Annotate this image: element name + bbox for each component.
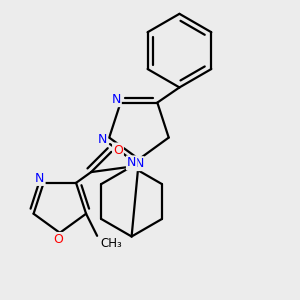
Text: N: N bbox=[134, 157, 144, 170]
Text: N: N bbox=[35, 172, 45, 185]
Text: CH₃: CH₃ bbox=[101, 237, 123, 250]
Text: N: N bbox=[112, 93, 121, 106]
Text: O: O bbox=[53, 233, 63, 246]
Text: O: O bbox=[113, 143, 123, 157]
Text: N: N bbox=[127, 156, 136, 170]
Text: N: N bbox=[98, 133, 107, 146]
